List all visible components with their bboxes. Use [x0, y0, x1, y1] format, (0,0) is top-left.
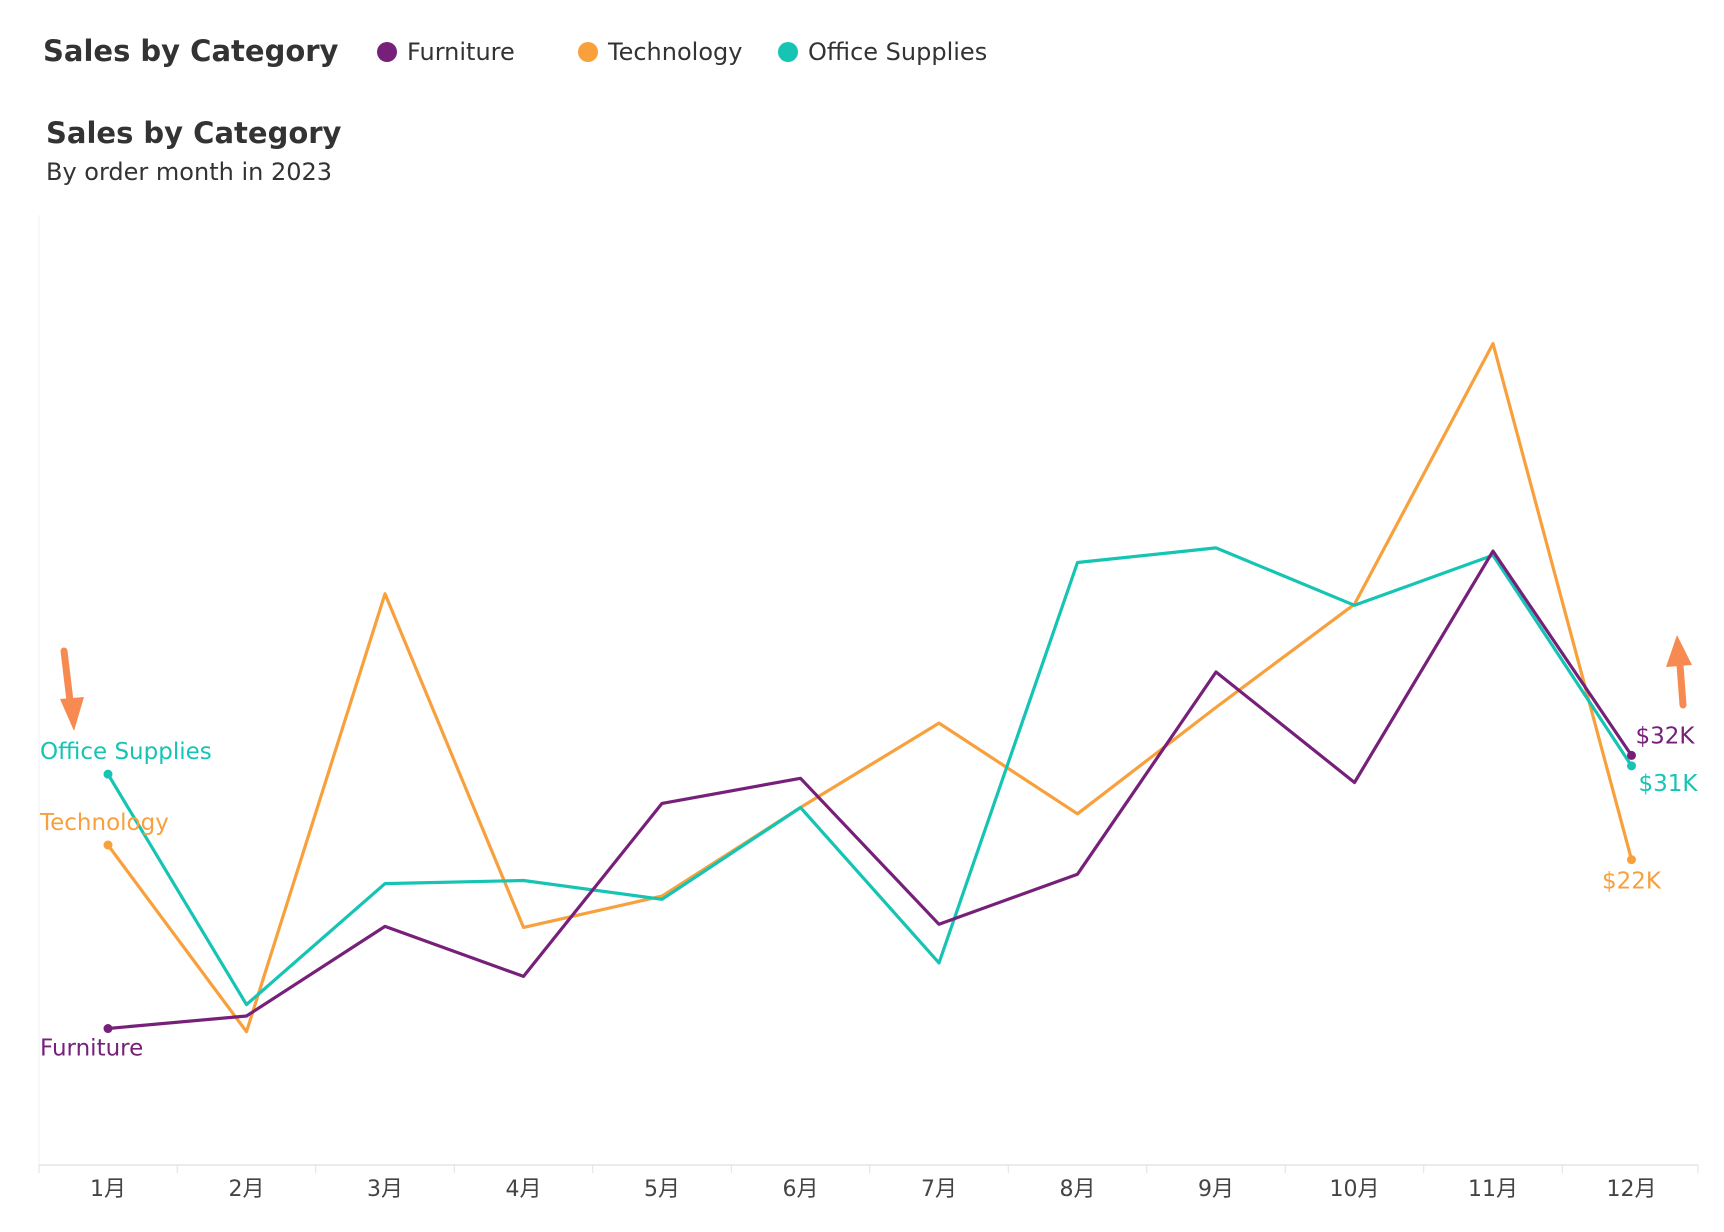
x-tick-label: 12月: [1607, 1177, 1657, 1202]
series-lines: [103, 342, 1636, 1034]
x-tick-label: 11月: [1468, 1177, 1518, 1202]
header-title: Sales by Category: [43, 34, 339, 68]
legend-dot-icon: [778, 42, 798, 62]
chart-subtitle: By order month in 2023: [46, 158, 333, 186]
arrow-up-shaft: [1676, 661, 1687, 709]
legend-item-furniture[interactable]: Furniture: [377, 38, 515, 66]
end-label-technology: $22K: [1602, 869, 1662, 895]
series-line-office-supplies[interactable]: [106, 546, 1634, 1007]
x-tick-label: 3月: [367, 1177, 403, 1202]
end-point-office-supplies[interactable]: [1627, 761, 1636, 771]
x-tick-label: 4月: [506, 1177, 542, 1202]
x-tick-label: 6月: [783, 1177, 819, 1202]
x-axis: 1月 2月 3月 4月 5月 6月 7月 8月 9月 10月 11月 12月: [38, 215, 1699, 1202]
series-line-furniture[interactable]: [106, 549, 1634, 1031]
end-point-technology[interactable]: [1627, 855, 1636, 865]
end-label-office-supplies: $31K: [1639, 771, 1699, 797]
legend-item-office-supplies[interactable]: Office Supplies: [778, 38, 987, 66]
end-label-furniture: $32K: [1636, 723, 1696, 749]
chart-title: Sales by Category: [46, 116, 342, 150]
legend-label: Technology: [608, 38, 743, 66]
x-tick-label: 7月: [921, 1177, 957, 1202]
legend-dot-icon: [377, 42, 397, 62]
start-label-technology: Technology: [39, 810, 169, 836]
start-point-office-supplies[interactable]: [103, 769, 113, 779]
start-point-furniture[interactable]: [103, 1024, 113, 1034]
start-point-technology[interactable]: [103, 840, 113, 850]
annotations: [60, 635, 1692, 731]
legend-label: Furniture: [407, 38, 515, 66]
arrow-down-icon: [60, 697, 84, 731]
x-tick-label: 10月: [1330, 1177, 1380, 1202]
x-tick-label: 8月: [1060, 1177, 1096, 1202]
legend-dot-icon: [578, 42, 598, 62]
start-label-office-supplies: Office Supplies: [40, 739, 212, 765]
x-tick-label: 1月: [90, 1177, 126, 1202]
arrow-up-icon: [1666, 635, 1692, 667]
arrow-down-shaft: [60, 647, 74, 705]
series-labels: Furniture Technology Office Supplies $32K $2…: [39, 723, 1698, 1061]
series-line-technology[interactable]: [106, 342, 1634, 1034]
start-label-furniture: Furniture: [40, 1036, 143, 1062]
x-tick-label: 9月: [1198, 1177, 1234, 1202]
end-point-furniture[interactable]: [1627, 750, 1636, 760]
legend-label: Office Supplies: [808, 38, 988, 66]
x-tick-label: 2月: [229, 1177, 265, 1202]
x-tick-label: 5月: [644, 1177, 680, 1202]
legend-item-technology[interactable]: Technology: [578, 38, 742, 66]
